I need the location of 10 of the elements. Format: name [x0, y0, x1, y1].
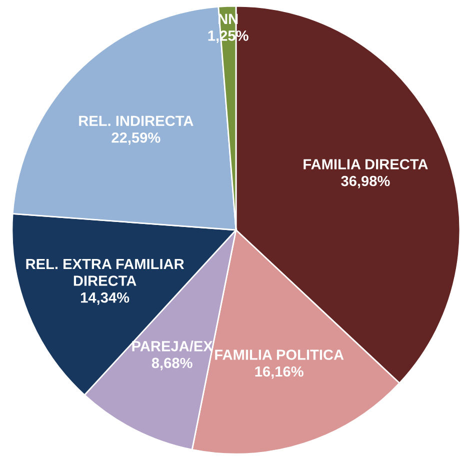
data-label: 16,16% — [255, 366, 304, 379]
data-label: 1,25% — [208, 30, 248, 43]
slice-label: REL. EXTRA FAMILIAR DIRECTA — [26, 259, 184, 286]
data-label: 36,98% — [341, 176, 390, 188]
slice-label: FAMILIA POLITICA — [215, 350, 344, 360]
data-label: 8,68% — [152, 358, 192, 370]
slice-label: FAMILIA DIRECTA — [304, 159, 428, 170]
data-label: 14,34% — [81, 292, 130, 305]
slice-label: REL. INDIRECTA — [79, 116, 194, 126]
data-label: 22,59% — [112, 132, 160, 145]
